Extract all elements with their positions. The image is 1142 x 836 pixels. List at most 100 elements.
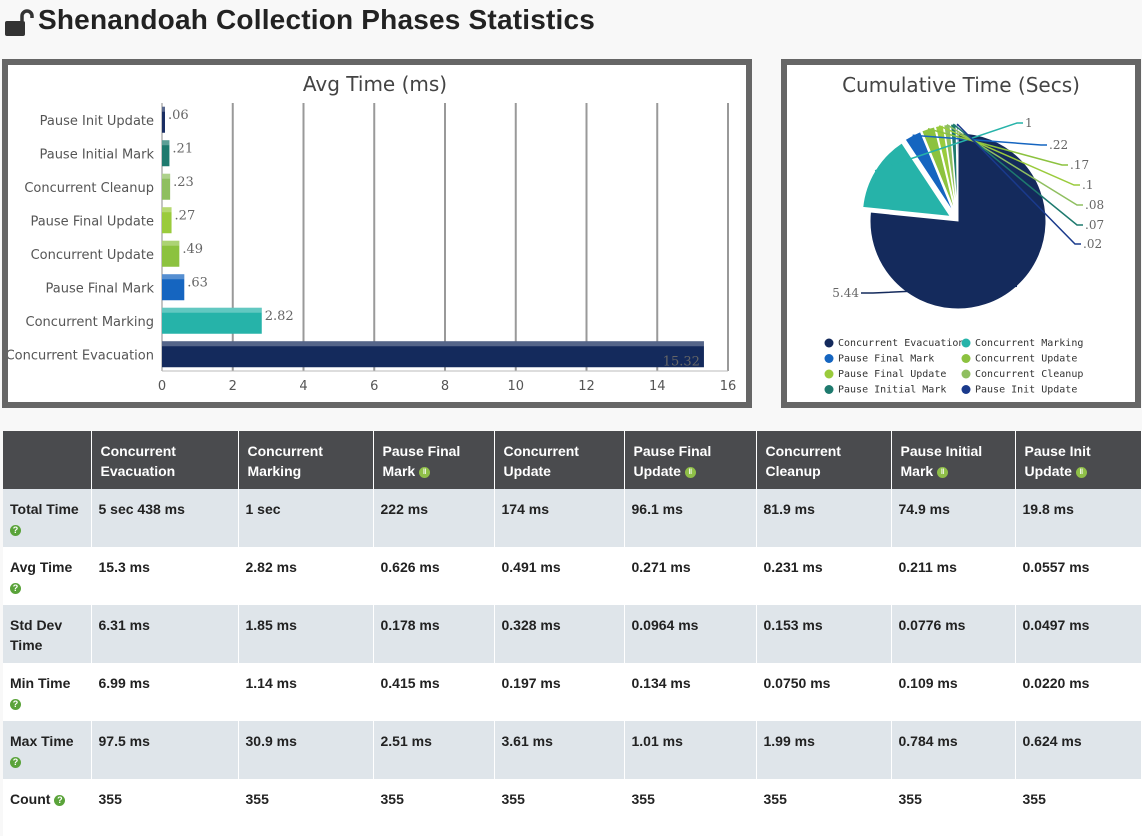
table-cell: 0.153 ms [756,605,892,663]
column-header: Concurrent Cleanup [756,431,892,489]
leader-line [946,124,1083,206]
table-cell: 6.31 ms [91,605,239,663]
cumulative-time-pie-chart: Cumulative Time (Secs) 5.44 1 .22.17 .1 .08 .0… [824,73,1104,396]
row-header-label: Max Time [10,733,74,749]
legend-marker [961,369,971,379]
phases-stats-table: Concurrent Evacuation Concurrent Marking P… [3,431,1142,836]
x-tick-label: 14 [649,379,666,394]
data-label: .02 [1083,237,1102,251]
table-cell: 1.99 ms [756,721,892,779]
table-cell: 2.51 ms [373,721,495,779]
data-label: 2.82 [265,309,294,324]
legend-marker [824,338,834,348]
data-label: .08 [1085,198,1104,212]
category-label: Pause Final Update [30,214,154,229]
column-header-label: Pause Initial Mark [900,443,983,479]
help-icon[interactable]: ? [10,582,21,594]
pie-slice [904,130,955,214]
row-header: Min Time ? [3,663,92,721]
table-cell: 355 [91,779,239,836]
table-cell: 97.5 ms [91,721,239,779]
legend-marker [961,385,971,394]
x-tick-label: 12 [578,379,595,394]
table-cell: 355 [373,779,495,836]
column-header: Concurrent Update [494,431,625,489]
legend-label: Concurrent Update [975,354,1077,365]
leader-line [861,285,1018,294]
table-cell: 5 sec 438 ms [91,489,239,547]
table-row: Avg Time ? 15.3 ms 2.82 ms 0.626 ms 0.491 ms… [3,547,1142,605]
column-header-label: Concurrent Cleanup [765,443,841,479]
table-cell: 0.626 ms [373,547,495,605]
pause-icon[interactable]: ‖ [1075,466,1087,478]
avg-time-bar-chart: Avg Time (ms) 0 2 4 6 8 10 12 14 16 Pause Init Upd… [8,72,736,394]
legend-marker [961,338,971,348]
table-cell: 222 ms [373,489,495,547]
row-header: Max Time ? [3,721,92,779]
pause-icon[interactable]: ‖ [937,466,949,478]
row-header: Avg Time ? [3,547,92,605]
table-cell: 355 [1015,779,1142,836]
table-cell: 81.9 ms [756,489,892,547]
table-cell: 96.1 ms [624,489,757,547]
bar-highlight [162,274,185,280]
data-label: .1 [1082,178,1093,192]
column-header: Pause Initial Mark ‖ [891,431,1016,489]
page-title: Shenandoah Collection Phases Statistics [38,4,596,35]
x-tick-label: 8 [441,379,449,394]
table-header-row: Concurrent Evacuation Concurrent Marking P… [3,431,1142,489]
table-cell: 0.624 ms [1015,721,1142,779]
help-icon[interactable]: ? [10,524,21,536]
table-cell: 30.9 ms [238,721,374,779]
x-tick-label: 4 [299,379,307,394]
table-cell: 74.9 ms [891,489,1016,547]
legend-label: Concurrent Evacuation [838,338,964,349]
bar-highlight [162,207,172,213]
help-icon[interactable]: ? [10,756,21,768]
table-cell: 0.328 ms [494,605,625,663]
legend-marker [824,385,834,394]
leader-line [938,125,1080,186]
category-label: Concurrent Marking [26,315,154,330]
table-cell: 355 [891,779,1016,836]
data-label: .07 [1085,218,1104,232]
table-cell: 0.0776 ms [891,605,1016,663]
column-header: Pause Init Update ‖ [1015,431,1142,489]
table-cell: 1.01 ms [624,721,757,779]
chart-title: Cumulative Time (Secs) [842,73,1080,97]
column-header: Pause Final Mark ‖ [373,431,495,489]
page-header: Shenandoah Collection Phases Statistics [0,0,1142,48]
table-cell: 0.178 ms [373,605,495,663]
pause-icon[interactable]: ‖ [419,466,431,478]
column-header-label: Concurrent Marking [247,443,323,479]
table-cell: 0.0220 ms [1015,663,1142,721]
pause-icon[interactable]: ‖ [684,466,696,478]
table-cell: 3.61 ms [494,721,625,779]
table-cell: 355 [494,779,625,836]
bar [162,307,262,334]
column-header-label: Pause Init Update [1024,443,1091,479]
x-tick-label: 6 [370,379,378,394]
data-label: .17 [1070,158,1089,172]
row-header-label: Std Dev Time [10,617,63,653]
help-icon[interactable]: ? [54,794,66,806]
table-cell: 0.211 ms [891,547,1016,605]
table-cell: 0.0750 ms [756,663,892,721]
bar-highlight [162,106,165,112]
pie-slice [862,142,952,217]
row-header: Count ? [3,779,92,836]
table-cell: 1 sec [238,489,374,547]
column-header: Concurrent Evacuation [91,431,239,489]
table-cell: 0.231 ms [756,547,892,605]
bar-highlight [162,140,170,146]
row-header-label: Min Time [10,675,71,691]
table-row: Max Time ? 97.5 ms 30.9 ms 2.51 ms 3.61 ms 1.… [3,721,1142,779]
legend-label: Concurrent Marking [975,338,1083,349]
help-icon[interactable]: ? [10,698,21,710]
leader-line [912,134,1047,146]
data-label: .22 [1049,138,1068,152]
table-cell: 0.109 ms [891,663,1016,721]
leader-line [956,123,1081,245]
table-cell: 19.8 ms [1015,489,1142,547]
row-header: Std Dev Time [3,605,92,663]
